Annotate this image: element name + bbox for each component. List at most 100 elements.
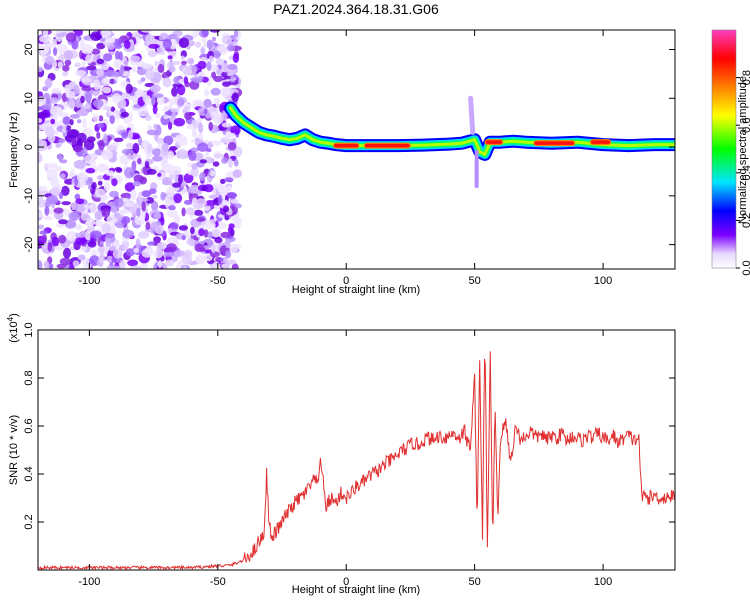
noise-blob [101,222,111,234]
snr-x-tick-label: 50 [469,576,481,588]
noise-blob [168,66,176,73]
noise-blob [73,159,86,169]
noise-blob [174,177,179,185]
noise-blob [121,131,129,139]
noise-blob [68,82,75,90]
noise-blob [163,114,170,120]
noise-blob [140,261,148,269]
noise-blob [55,223,65,228]
noise-blob [121,208,128,214]
noise-blob [61,201,71,206]
noise-blob [200,221,205,230]
spectrogram-x-label: Height of straight line (km) [292,284,420,296]
snr-series-line [38,351,675,570]
spectrogram-y-tick-label: -20 [23,237,35,253]
noise-blob [230,75,236,83]
noise-blob [169,146,178,151]
noise-blob [75,198,85,205]
noise-blob [137,158,142,165]
noise-blob [129,55,141,62]
noise-blob [201,185,207,192]
noise-blob [198,122,204,134]
noise-blob [154,112,161,119]
noise-blob [105,170,115,177]
noise-blob [212,261,220,269]
noise-blob [81,246,88,252]
noise-blob [116,111,122,115]
noise-blob [144,115,152,121]
noise-blob [91,181,97,190]
noise-blob [90,230,102,239]
noise-blob [56,263,67,269]
noise-blob [191,163,198,170]
noise-blob [128,111,133,122]
spectrogram-y-tick-label: 10 [23,92,35,104]
noise-blob [75,202,86,213]
noise-blob [167,151,175,160]
noise-blob [214,236,223,244]
noise-blob [161,142,169,152]
noise-blob [174,250,185,257]
noise-blob [153,86,158,97]
noise-blob [213,153,225,158]
noise-blob [132,181,141,187]
noise-blob [95,188,106,198]
noise-blob [102,53,113,62]
noise-blob [221,122,232,128]
noise-blob [92,113,100,123]
noise-blob [183,173,194,184]
noise-blob [75,236,87,246]
noise-blob [230,125,241,136]
noise-blob [225,259,237,265]
noise-blob [65,32,77,43]
noise-blob [193,30,199,36]
noise-blob [200,46,206,55]
noise-blob [84,230,93,241]
noise-blob [185,207,196,216]
noise-blob [126,153,133,160]
noise-blob [45,78,53,89]
noise-blob [83,262,92,269]
snr-y-tick-label: 0.2 [23,514,35,529]
noise-blob [122,229,134,239]
noise-blob [154,60,159,67]
noise-blob [100,30,112,38]
noise-blob [98,115,104,122]
noise-blob [121,148,134,155]
noise-blob [156,242,167,250]
noise-blob [74,62,81,68]
noise-blob [228,223,235,230]
colorbar-tick-label: 0.2 [741,213,750,228]
noise-blob [85,54,93,64]
noise-blob [39,35,51,43]
noise-blob [73,84,80,95]
noise-blob [235,83,241,90]
snr-y-label: SNR (10 * v/v) [8,415,20,485]
noise-blob [57,61,64,69]
noise-blob [61,185,70,196]
noise-blob [173,215,181,224]
noise-blob [76,132,87,144]
noise-blob [138,191,143,203]
noise-blob [125,248,135,257]
noise-blob [97,246,109,255]
noise-blob [96,58,105,65]
spectrogram-y-tick-label: 0 [23,144,35,150]
noise-blob [208,55,214,63]
noise-blob [156,96,165,105]
noise-blob [211,71,217,79]
noise-blob [110,106,116,112]
noise-blob [219,186,229,197]
frequency-ridge [224,95,675,189]
noise-blob [69,119,74,126]
noise-blob [183,76,189,85]
noise-blob [130,189,137,201]
noise-blob [206,39,214,49]
noise-blob [161,180,174,186]
snr-x-tick-label: 100 [594,576,612,588]
noise-blob [58,234,67,244]
noise-blob [157,260,163,269]
noise-blob [142,93,148,103]
noise-blob [172,83,183,88]
